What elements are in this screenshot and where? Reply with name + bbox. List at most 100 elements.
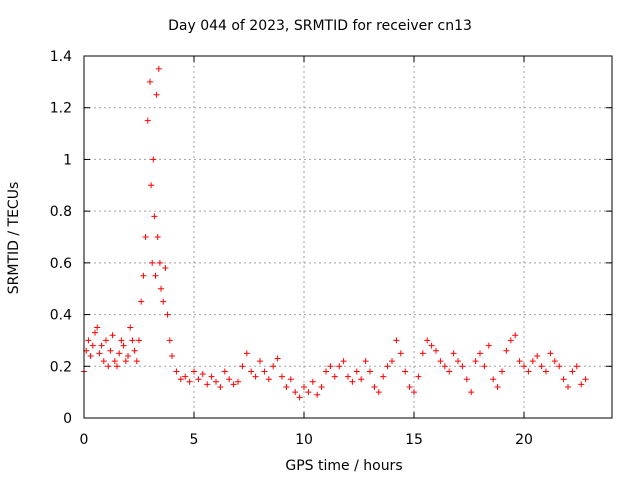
data-point	[243, 350, 250, 357]
data-point	[305, 389, 312, 396]
data-point	[455, 358, 461, 365]
data-point	[556, 363, 563, 370]
data-point	[446, 368, 453, 375]
data-point	[512, 332, 519, 339]
data-point	[131, 347, 138, 354]
x-tick-label: 5	[190, 432, 199, 448]
data-point	[152, 272, 159, 279]
x-tick-label: 10	[295, 432, 313, 448]
data-point	[415, 373, 422, 380]
data-point	[195, 376, 202, 383]
x-tick-label: 20	[515, 432, 533, 448]
data-point	[235, 378, 241, 385]
data-point	[529, 358, 536, 365]
data-point	[521, 363, 527, 370]
y-tick-label: 1.4	[50, 49, 72, 65]
data-point	[353, 368, 360, 375]
data-point	[516, 358, 523, 365]
data-point	[257, 358, 263, 365]
data-point	[136, 337, 142, 344]
data-point	[287, 376, 294, 383]
data-point	[450, 350, 457, 357]
data-point	[301, 383, 307, 390]
data-point	[261, 368, 268, 375]
data-point	[127, 324, 134, 331]
data-point	[120, 342, 127, 349]
data-point	[463, 376, 470, 383]
data-point	[111, 358, 118, 365]
data-point	[296, 394, 303, 401]
data-point	[565, 383, 571, 390]
data-point	[428, 342, 435, 349]
data-point	[560, 376, 567, 383]
data-point	[162, 265, 169, 272]
data-point	[433, 347, 439, 354]
data-point	[164, 311, 171, 318]
data-point	[270, 363, 277, 370]
data-point	[182, 373, 189, 380]
x-axis-ticks: 0 5 10 15 20	[80, 56, 533, 448]
data-point	[149, 259, 156, 266]
data-point	[336, 363, 343, 370]
data-point	[148, 182, 155, 189]
x-tick-label: 0	[80, 432, 89, 448]
data-point	[191, 368, 197, 375]
data-point	[406, 383, 413, 390]
data-point	[274, 355, 281, 362]
data-point	[122, 358, 129, 365]
data-point	[186, 378, 193, 385]
data-point	[125, 352, 131, 359]
data-point	[283, 383, 290, 390]
data-point	[507, 337, 514, 344]
data-point	[213, 378, 219, 385]
data-point	[217, 383, 224, 390]
data-point	[340, 358, 347, 365]
data-point	[292, 389, 299, 396]
y-tick-label: 0	[63, 411, 72, 427]
data-point	[459, 363, 466, 370]
data-point	[525, 368, 532, 375]
data-point	[367, 368, 373, 375]
data-point	[158, 285, 164, 292]
data-point	[419, 350, 426, 357]
x-tick-label: 15	[405, 432, 423, 448]
data-point	[129, 337, 136, 344]
x-axis-label: GPS time / hours	[285, 458, 403, 474]
data-point	[314, 391, 321, 398]
data-point	[375, 389, 382, 396]
data-point	[230, 381, 237, 388]
data-point	[118, 337, 125, 344]
data-point	[147, 78, 153, 85]
data-point	[349, 378, 356, 385]
data-point	[389, 358, 395, 365]
y-tick-label: 1	[63, 152, 72, 168]
data-point	[140, 272, 147, 279]
y-tick-label: 0.2	[50, 359, 72, 375]
data-point	[490, 376, 497, 383]
data-point	[393, 337, 400, 344]
data-point	[150, 156, 157, 163]
data-point	[173, 368, 180, 375]
data-point	[397, 350, 404, 357]
data-point	[221, 368, 228, 375]
data-point	[156, 259, 163, 266]
data-point	[199, 371, 206, 378]
data-point	[109, 332, 116, 339]
data-point	[384, 363, 391, 370]
data-point	[362, 358, 369, 365]
data-point	[96, 350, 103, 357]
data-point	[485, 342, 492, 349]
data-point	[472, 358, 479, 365]
data-point	[327, 363, 334, 370]
y-tick-label: 1.2	[50, 101, 72, 117]
data-point	[323, 368, 329, 375]
data-point	[411, 389, 417, 396]
plot-frame	[83, 55, 613, 419]
data-point	[547, 350, 554, 357]
data-point	[239, 363, 246, 370]
data-point	[204, 381, 211, 388]
data-point	[144, 117, 151, 124]
data-point	[358, 376, 365, 383]
data-point	[103, 337, 109, 344]
